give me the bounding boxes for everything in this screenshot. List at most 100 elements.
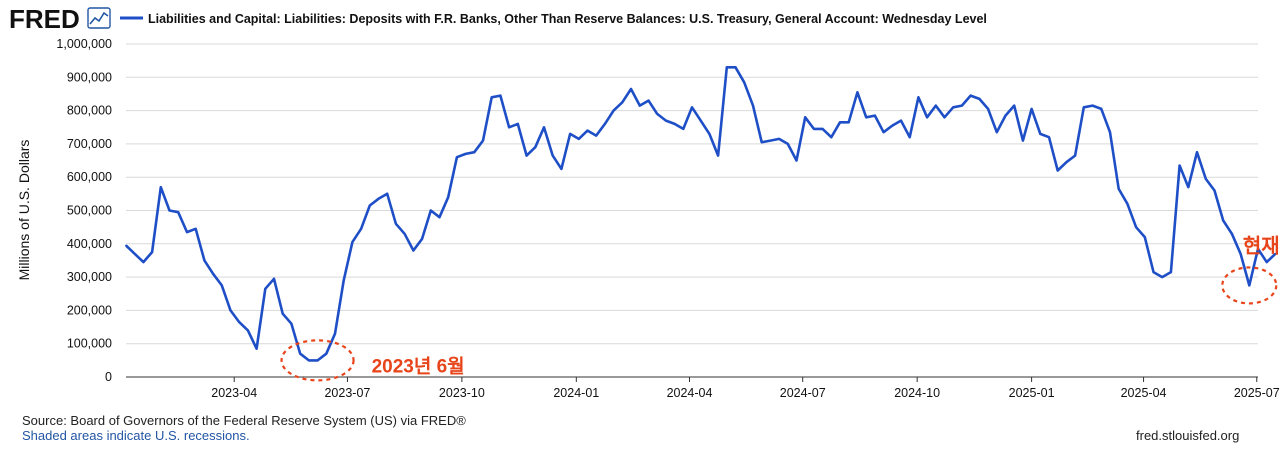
data-point [316,359,319,362]
data-point [395,222,397,225]
data-point [1100,108,1103,110]
data-point [1248,284,1251,287]
data-point [821,127,824,130]
data-point [377,197,380,200]
y-tick-label: 300,000 [67,270,112,284]
data-point [638,104,641,107]
x-tick-label: 2024-01 [553,386,599,400]
data-point [1170,271,1172,273]
data-point [1178,164,1181,167]
data-point [334,332,336,335]
data-point [1091,104,1094,107]
x-tick-label: 2024-04 [667,386,713,400]
data-point [203,259,206,262]
annotation-label: 현재 [1243,234,1280,257]
series-line [125,66,1277,362]
data-point [900,119,902,122]
y-tick-label: 800,000 [67,104,112,118]
data-point [212,272,215,275]
data-point [708,133,711,135]
data-point [247,329,249,332]
data-point [1048,136,1050,139]
data-point [464,153,467,155]
fred-logo[interactable]: FRED [9,4,80,34]
data-point [804,116,807,119]
y-tick-label: 100,000 [67,337,112,351]
data-point [717,154,719,157]
data-point [142,261,145,263]
annotations: 2023년 6월 현재 [280,234,1280,382]
data-point [1222,219,1225,222]
data-point [290,322,293,325]
data-point [778,138,780,140]
x-tick-label: 2025-01 [1009,386,1055,400]
data-point [656,113,659,115]
data-point [1152,271,1155,273]
data-point [943,116,946,119]
data-point [386,192,389,195]
x-tick-label: 2023-07 [324,386,370,400]
data-point [368,204,371,207]
data-point [447,196,450,199]
data-point [273,277,275,280]
x-tick-label: 2025-07 [1234,386,1280,400]
data-point [865,116,868,119]
data-point [429,209,432,212]
data-point [856,91,859,94]
data-point [125,244,127,247]
data-point [926,116,928,119]
data-point [508,126,510,129]
data-point [438,216,441,219]
data-point [1022,139,1024,142]
data-point [194,227,197,230]
data-point [1274,252,1277,255]
data-point [525,154,528,157]
annotation-label: 2023년 6월 [372,355,465,377]
x-tick-label: 2024-10 [894,386,940,400]
data-point [1161,276,1164,278]
data-point [630,88,632,90]
data-point [847,121,850,124]
data-point [421,237,423,240]
data-point [1187,186,1190,189]
data-point [612,109,615,112]
data-point [255,347,258,350]
data-point [490,96,493,99]
data-point [786,143,789,145]
recession-note[interactable]: Shaded areas indicate U.S. recessions. [22,428,250,443]
data-point [151,251,154,254]
data-point [995,131,998,134]
data-point [577,138,580,140]
data-point [1030,108,1033,110]
data-point [1126,202,1129,205]
gridlines [126,43,1258,378]
data-point [1117,188,1120,190]
y-tick-label: 1,000,000 [56,37,112,51]
y-tick-label: 900,000 [67,70,112,84]
data-point [934,104,937,107]
data-point [595,134,598,137]
data-point [1065,161,1068,164]
data-point [1265,261,1268,263]
data-point [743,81,746,84]
data-point [534,146,537,149]
data-point [1143,236,1146,239]
data-point [621,101,624,104]
data-point [665,119,667,122]
data-point [682,127,685,130]
data-point [299,352,302,355]
data-point [133,252,136,255]
y-tick-label: 500,000 [67,204,112,218]
data-point [1109,131,1111,134]
data-point [308,359,310,362]
data-point [168,209,171,212]
data-point [1074,154,1076,157]
data-point [412,249,415,252]
legend-label: Liabilities and Capital: Liabilities: De… [148,12,987,26]
data-point [186,231,188,234]
data-point [1196,151,1198,154]
data-point [456,156,458,159]
annotation-ellipse [280,339,355,382]
site-link[interactable]: fred.stlouisfed.org [1136,428,1240,443]
x-tick-label: 2024-07 [780,386,826,400]
